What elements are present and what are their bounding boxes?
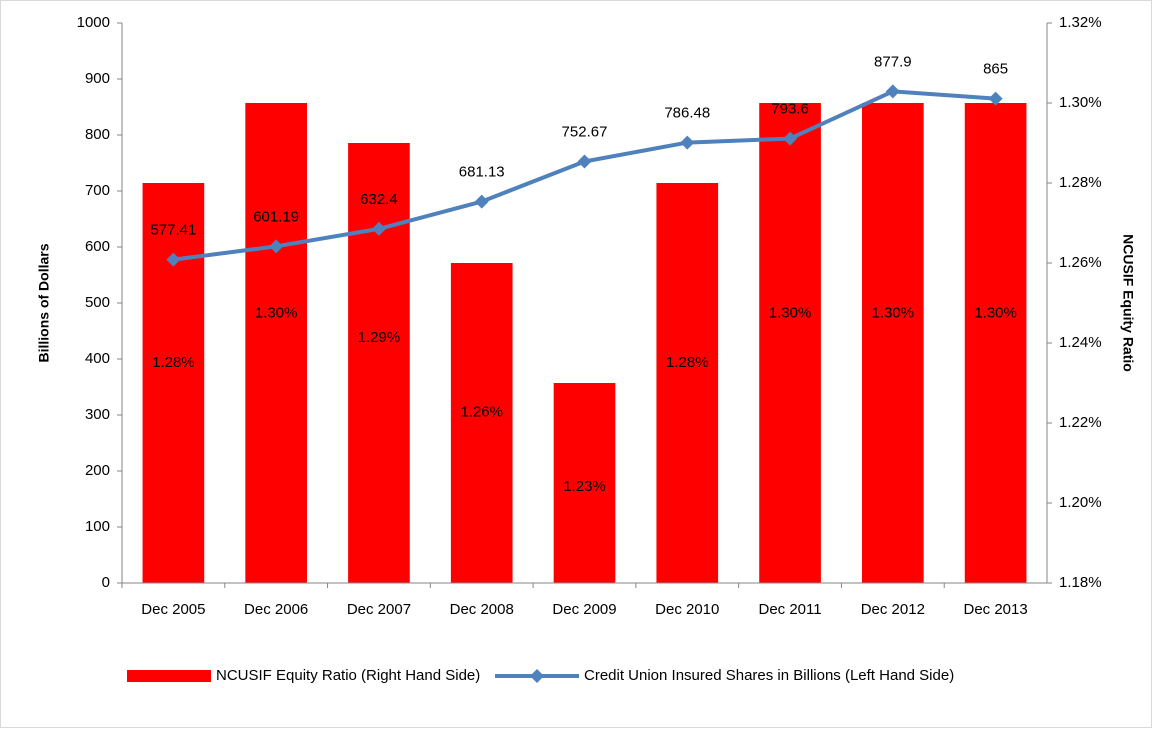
line-value-label: 752.67 [562,123,608,140]
line-value-label: 865 [983,61,1008,78]
bar-value-label: 1.30% [974,304,1017,321]
x-tick-label: Dec 2005 [141,601,205,618]
bar [553,383,616,583]
line-value-label: 577.41 [150,222,196,239]
bar [450,263,513,583]
y-axis-title: Billions of Dollars [36,243,52,362]
y-tick-label: 700 [85,182,110,199]
bar [759,103,821,583]
y-tick-label: 300 [85,406,110,423]
bar [245,103,307,583]
legend-label: Credit Union Insured Shares in Billions … [584,667,954,684]
bar-value-label: 1.23% [563,478,606,495]
bar [348,143,410,583]
line-marker [577,154,592,169]
bar-value-label: 1.29% [358,329,401,346]
x-tick-label: Dec 2008 [450,601,514,618]
x-tick-label: Dec 2007 [347,601,411,618]
bar-value-label: 1.28% [152,354,195,371]
y2-tick-label: 1.30% [1059,94,1102,111]
y-tick-label: 400 [85,350,110,367]
bar [656,183,719,583]
bar-value-label: 1.30% [872,304,915,321]
y-tick-label: 800 [85,126,110,143]
legend-label: NCUSIF Equity Ratio (Right Hand Side) [216,667,480,684]
y-tick-label: 600 [85,238,110,255]
x-tick-label: Dec 2011 [759,601,822,618]
bar [964,103,1027,583]
line-value-label: 601.19 [253,208,299,225]
bar [862,103,924,583]
bar-value-label: 1.26% [460,404,503,421]
y2-axis-title: NCUSIF Equity Ratio [1120,234,1136,372]
y-tick-label: 200 [85,462,110,479]
legend-swatch [127,670,211,682]
bar-value-label: 1.30% [769,304,812,321]
x-tick-label: Dec 2012 [861,601,925,618]
y2-tick-label: 1.20% [1059,494,1102,511]
bar [142,183,205,583]
y-tick-label: 900 [85,70,110,87]
line-value-label: 786.48 [664,105,710,122]
line-marker [885,84,900,99]
x-tick-label: Dec 2009 [552,601,616,618]
x-tick-label: Dec 2006 [244,601,308,618]
x-tick-label: Dec 2013 [964,601,1028,618]
line-value-label: 877.9 [874,53,912,70]
x-tick-label: Dec 2010 [655,601,719,618]
y2-tick-label: 1.28% [1059,174,1102,191]
y-tick-label: 1000 [77,14,110,31]
y2-tick-label: 1.18% [1059,574,1102,591]
y-tick-label: 500 [85,294,110,311]
bar-value-label: 1.30% [255,304,298,321]
y2-tick-label: 1.24% [1059,334,1102,351]
line-value-label: 681.13 [459,164,505,181]
line-marker [474,194,489,209]
y2-tick-label: 1.32% [1059,14,1102,31]
y2-tick-label: 1.22% [1059,414,1102,431]
line-marker [680,135,695,150]
line-marker [988,91,1003,106]
bar-value-label: 1.28% [666,354,709,371]
line-value-label: 632.4 [360,191,398,208]
y-tick-label: 0 [102,574,110,591]
line-marker [269,239,284,254]
line-marker [783,131,798,146]
y2-tick-label: 1.26% [1059,254,1102,271]
y-tick-label: 100 [85,518,110,535]
line-marker [166,252,181,267]
line-value-label: 793.6 [771,101,809,118]
line-marker [371,221,386,236]
legend-marker [530,669,544,683]
